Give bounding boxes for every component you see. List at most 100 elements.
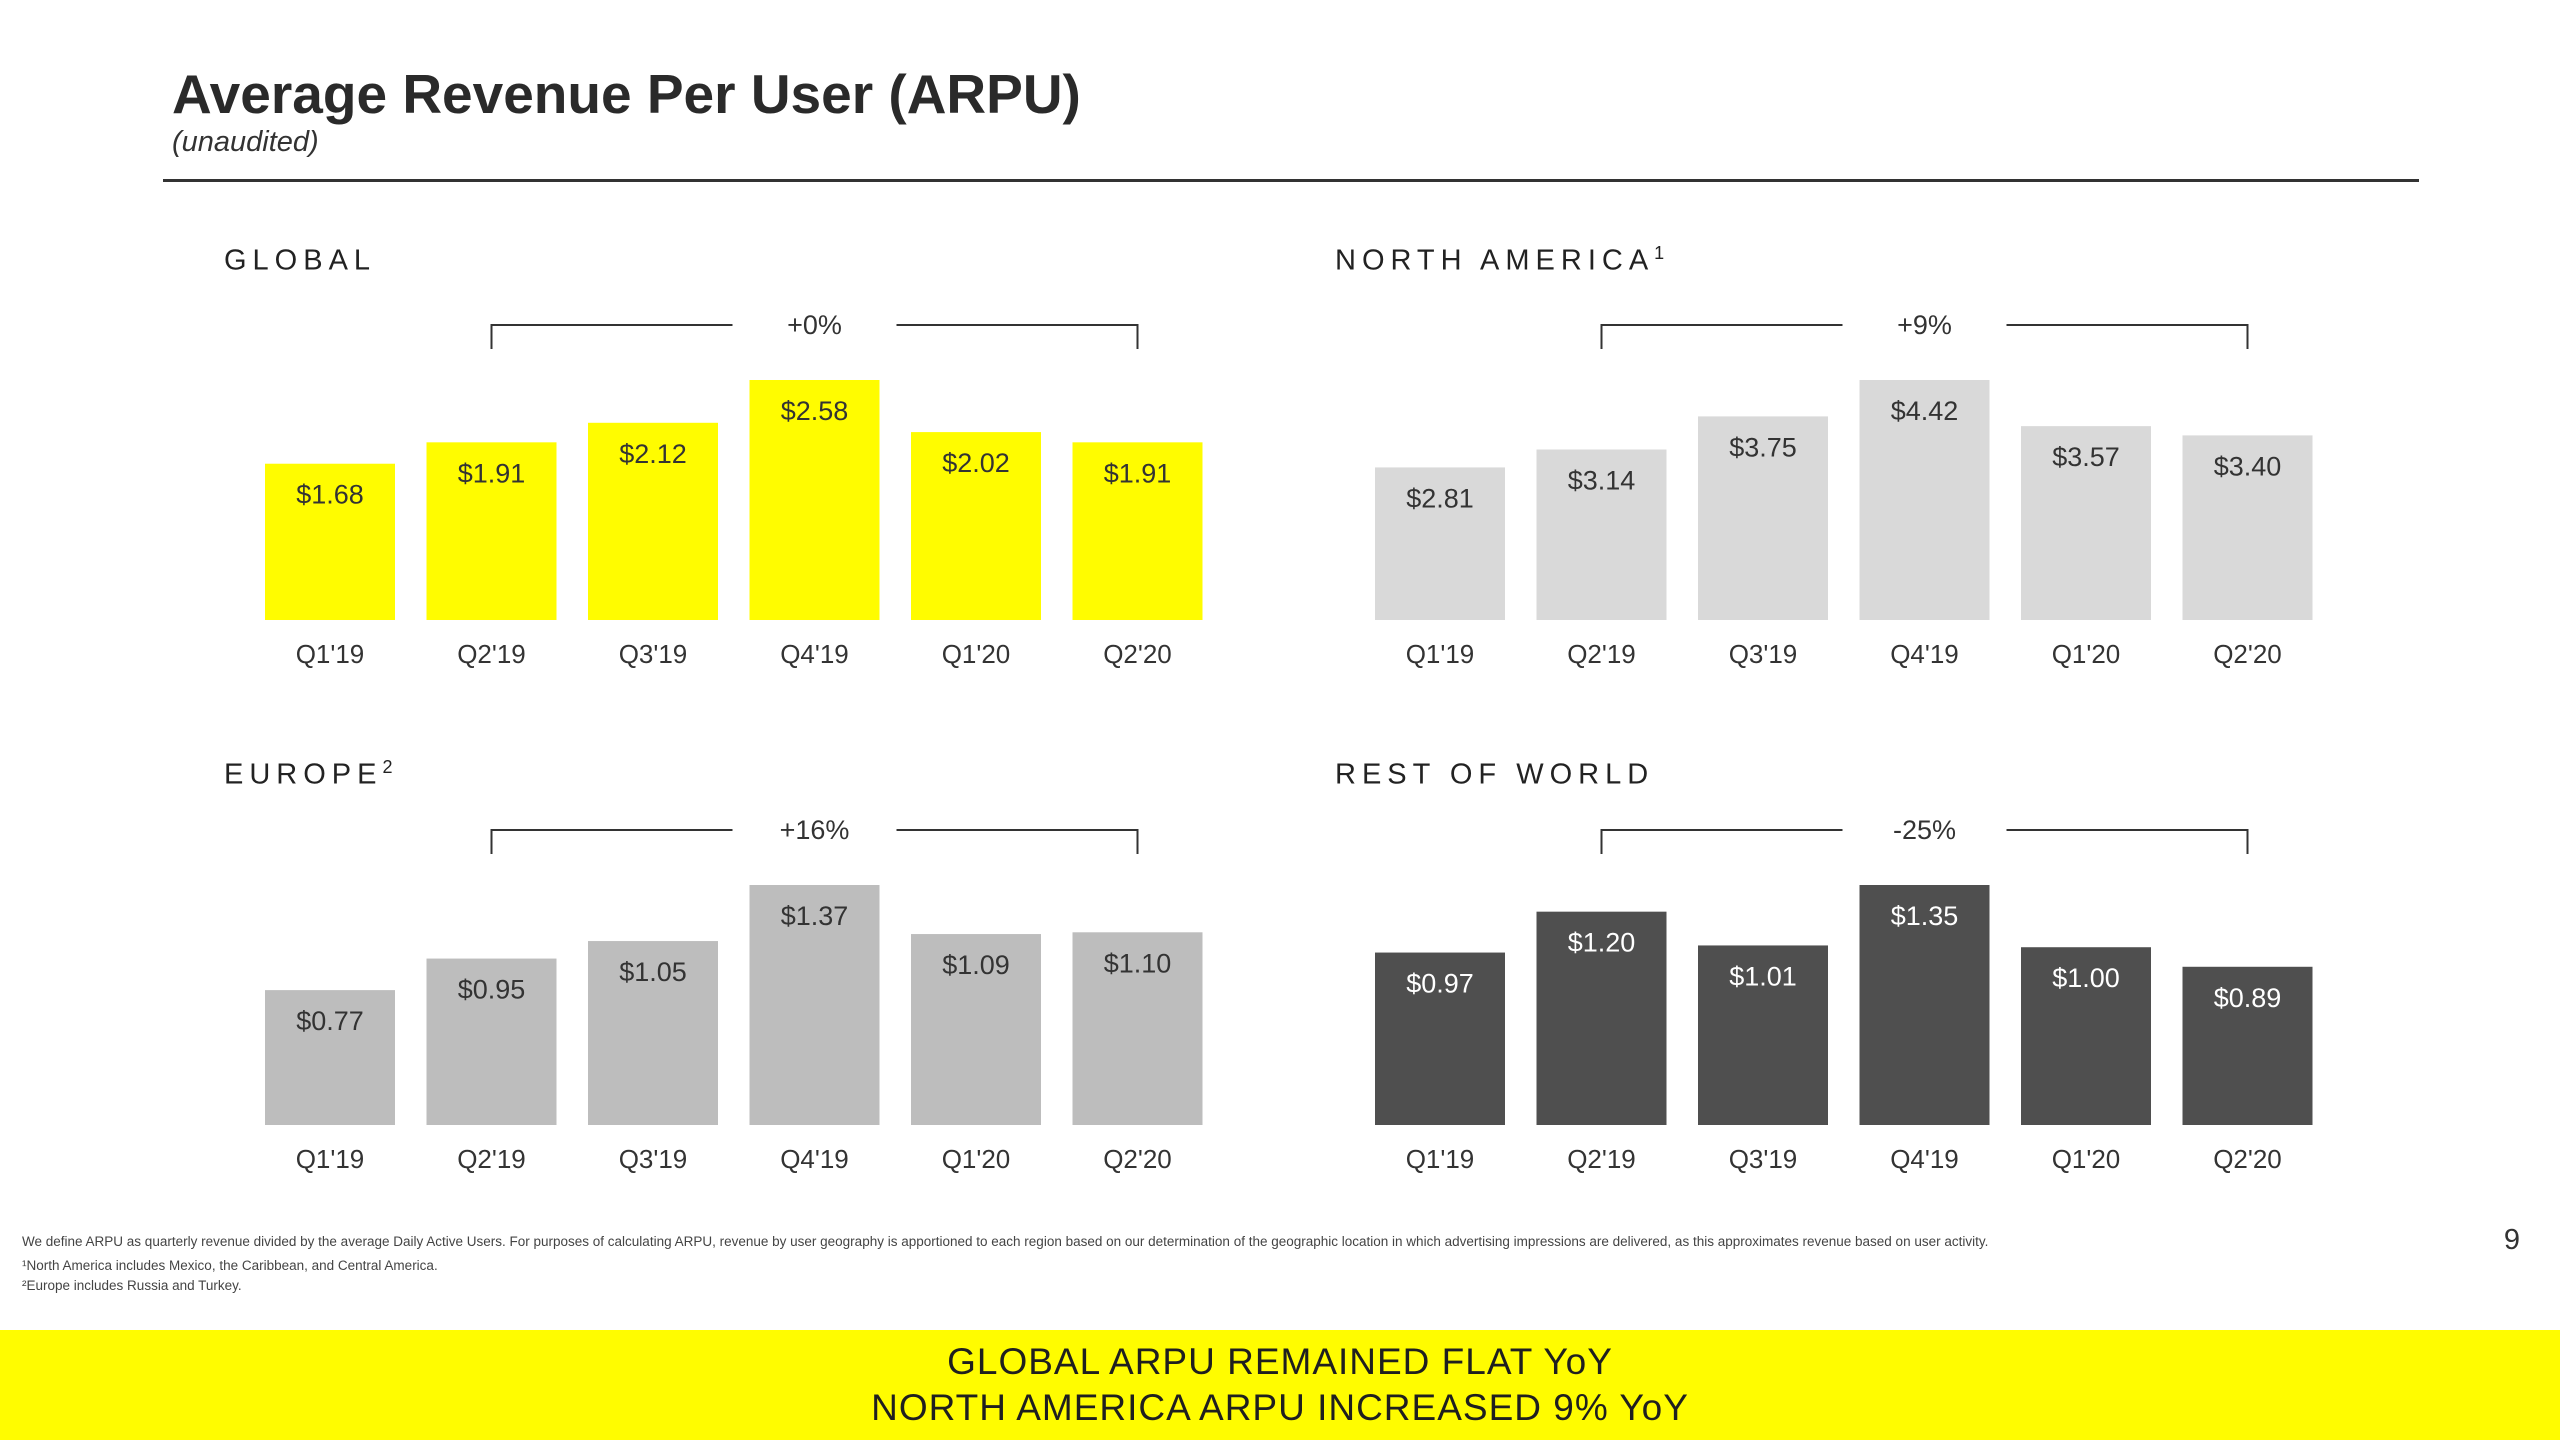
global-category-label-2: Q3'19 <box>619 639 688 669</box>
rest-of-world-category-label-5: Q2'20 <box>2213 1144 2282 1174</box>
rest-of-world-data-label-3: $1.35 <box>1891 901 1959 931</box>
north-america-bar-2 <box>1698 416 1828 620</box>
global-bar-1 <box>426 442 557 620</box>
global-category-label-5: Q2'20 <box>1103 639 1172 669</box>
takeaway-banner: GLOBAL ARPU REMAINED FLAT YoY NORTH AMER… <box>0 1330 2560 1440</box>
banner-line-2: NORTH AMERICA ARPU INCREASED 9% YoY <box>871 1387 1689 1428</box>
north-america-bar-1 <box>1536 449 1667 620</box>
global-yoy-bracket <box>490 324 1139 349</box>
global-data-label-0: $1.68 <box>296 480 364 510</box>
europe-bar-2 <box>588 941 718 1125</box>
europe-category-label-0: Q1'19 <box>296 1144 365 1174</box>
europe-data-label-4: $1.09 <box>942 950 1010 980</box>
global-panel-title: GLOBAL <box>224 243 376 278</box>
rest-of-world-bar-2 <box>1698 945 1828 1125</box>
europe-data-label-2: $1.05 <box>619 957 687 987</box>
global-data-label-5: $1.91 <box>1104 458 1172 488</box>
global-category-label-3: Q4'19 <box>780 639 849 669</box>
rest-of-world-data-label-0: $0.97 <box>1406 969 1474 999</box>
north-america-category-label-2: Q3'19 <box>1729 639 1798 669</box>
north-america-yoy-bracket <box>1600 324 2249 349</box>
global-data-label-3: $2.58 <box>781 396 849 426</box>
europe-panel-title: EUROPE2 <box>224 757 393 792</box>
europe-category-label-4: Q1'20 <box>942 1144 1011 1174</box>
europe-category-label-3: Q4'19 <box>780 1144 849 1174</box>
rest-of-world-bar-1 <box>1536 911 1667 1125</box>
north-america-panel-title-footnote: 1 <box>1654 243 1665 263</box>
global-bar-4 <box>911 432 1041 620</box>
north-america-data-label-0: $2.81 <box>1406 483 1474 513</box>
europe-bar-1 <box>426 958 557 1125</box>
europe-yoy-bracket <box>490 829 1139 854</box>
rest-of-world-arpu-chart: $0.97 Q1'19 $1.20 Q2'19 $1.01 Q3'19 $1.35 Q4'19… <box>1375 815 2313 1174</box>
global-bar-5 <box>1072 442 1203 620</box>
europe-panel-title-footnote: 2 <box>382 757 393 777</box>
banner-line-1: GLOBAL ARPU REMAINED FLAT YoY <box>947 1341 1613 1382</box>
rest-of-world-data-label-2: $1.01 <box>1729 961 1797 991</box>
europe-data-label-3: $1.37 <box>781 901 849 931</box>
footnotes: We define ARPU as quarterly revenue divi… <box>22 1232 2352 1296</box>
rest-of-world-category-label-2: Q3'19 <box>1729 1144 1798 1174</box>
north-america-category-label-3: Q4'19 <box>1890 639 1959 669</box>
north-america-yoy-change-label: +9% <box>1897 310 1952 340</box>
europe-data-label-0: $0.77 <box>296 1006 364 1036</box>
rest-of-world-category-label-0: Q1'19 <box>1406 1144 1475 1174</box>
page-title: Average Revenue Per User (ARPU) <box>172 63 1081 125</box>
rest-of-world-bar-5 <box>2182 966 2313 1125</box>
north-america-data-label-4: $3.57 <box>2052 442 2120 472</box>
rest-of-world-panel-title: REST OF WORLD <box>1335 757 1654 792</box>
north-america-panel-title-text: NORTH AMERICA <box>1335 244 1655 277</box>
europe-bar-5 <box>1072 932 1203 1125</box>
global-bar-3 <box>749 380 880 620</box>
north-america-category-label-4: Q1'20 <box>2052 639 2121 669</box>
title-divider <box>163 179 2419 182</box>
global-bar-0 <box>265 463 395 620</box>
europe-category-label-1: Q2'19 <box>457 1144 526 1174</box>
rest-of-world-bar-3 <box>1859 885 1990 1125</box>
global-arpu-chart: $1.68 Q1'19 $1.91 Q2'19 $2.12 Q3'19 $2.58 Q4'19… <box>265 310 1203 669</box>
global-panel-title-text: GLOBAL <box>224 244 377 277</box>
rest-of-world-category-label-3: Q4'19 <box>1890 1144 1959 1174</box>
global-data-label-4: $2.02 <box>942 448 1010 478</box>
global-category-label-1: Q2'19 <box>457 639 526 669</box>
global-category-label-4: Q1'20 <box>942 639 1011 669</box>
global-data-label-1: $1.91 <box>458 458 526 488</box>
north-america-category-label-5: Q2'20 <box>2213 639 2282 669</box>
north-america-footnote: ¹North America includes Mexico, the Cari… <box>22 1258 438 1273</box>
europe-category-label-5: Q2'20 <box>1103 1144 1172 1174</box>
rest-of-world-yoy-change-label: -25% <box>1893 815 1956 845</box>
europe-bar-3 <box>749 885 880 1125</box>
north-america-bar-0 <box>1375 467 1505 620</box>
rest-of-world-bar-4 <box>2021 947 2151 1125</box>
rest-of-world-data-label-5: $0.89 <box>2214 983 2282 1013</box>
global-bar-2 <box>588 422 718 620</box>
rest-of-world-category-label-4: Q1'20 <box>2052 1144 2121 1174</box>
page-number: 9 <box>2503 1224 2520 1256</box>
rest-of-world-panel-title-text: REST OF WORLD <box>1335 758 1655 791</box>
rest-of-world-category-label-1: Q2'19 <box>1567 1144 1636 1174</box>
rest-of-world-bar-0 <box>1375 952 1505 1125</box>
north-america-data-label-5: $3.40 <box>2214 451 2282 481</box>
north-america-bar-3 <box>1859 380 1990 620</box>
europe-data-label-5: $1.10 <box>1104 948 1172 978</box>
global-data-label-2: $2.12 <box>619 439 687 469</box>
north-america-category-label-0: Q1'19 <box>1406 639 1475 669</box>
north-america-bar-5 <box>2182 435 2313 620</box>
global-yoy-change-label: +0% <box>787 310 842 340</box>
north-america-data-label-3: $4.42 <box>1891 396 1959 426</box>
europe-data-label-1: $0.95 <box>458 975 526 1005</box>
north-america-data-label-1: $3.14 <box>1568 466 1636 496</box>
europe-panel-title-text: EUROPE <box>224 758 383 791</box>
europe-bar-4 <box>911 934 1041 1125</box>
north-america-panel-title: NORTH AMERICA1 <box>1335 243 1664 278</box>
europe-footnote: ²Europe includes Russia and Turkey. <box>22 1278 242 1293</box>
rest-of-world-data-label-1: $1.20 <box>1568 928 1636 958</box>
rest-of-world-yoy-bracket <box>1600 829 2249 854</box>
europe-category-label-2: Q3'19 <box>619 1144 688 1174</box>
north-america-category-label-1: Q2'19 <box>1567 639 1636 669</box>
north-america-data-label-2: $3.75 <box>1729 432 1797 462</box>
north-america-bar-4 <box>2021 426 2151 620</box>
europe-bar-0 <box>265 990 395 1125</box>
europe-yoy-change-label: +16% <box>780 815 850 845</box>
arpu-definition-note: We define ARPU as quarterly revenue divi… <box>22 1234 1989 1249</box>
